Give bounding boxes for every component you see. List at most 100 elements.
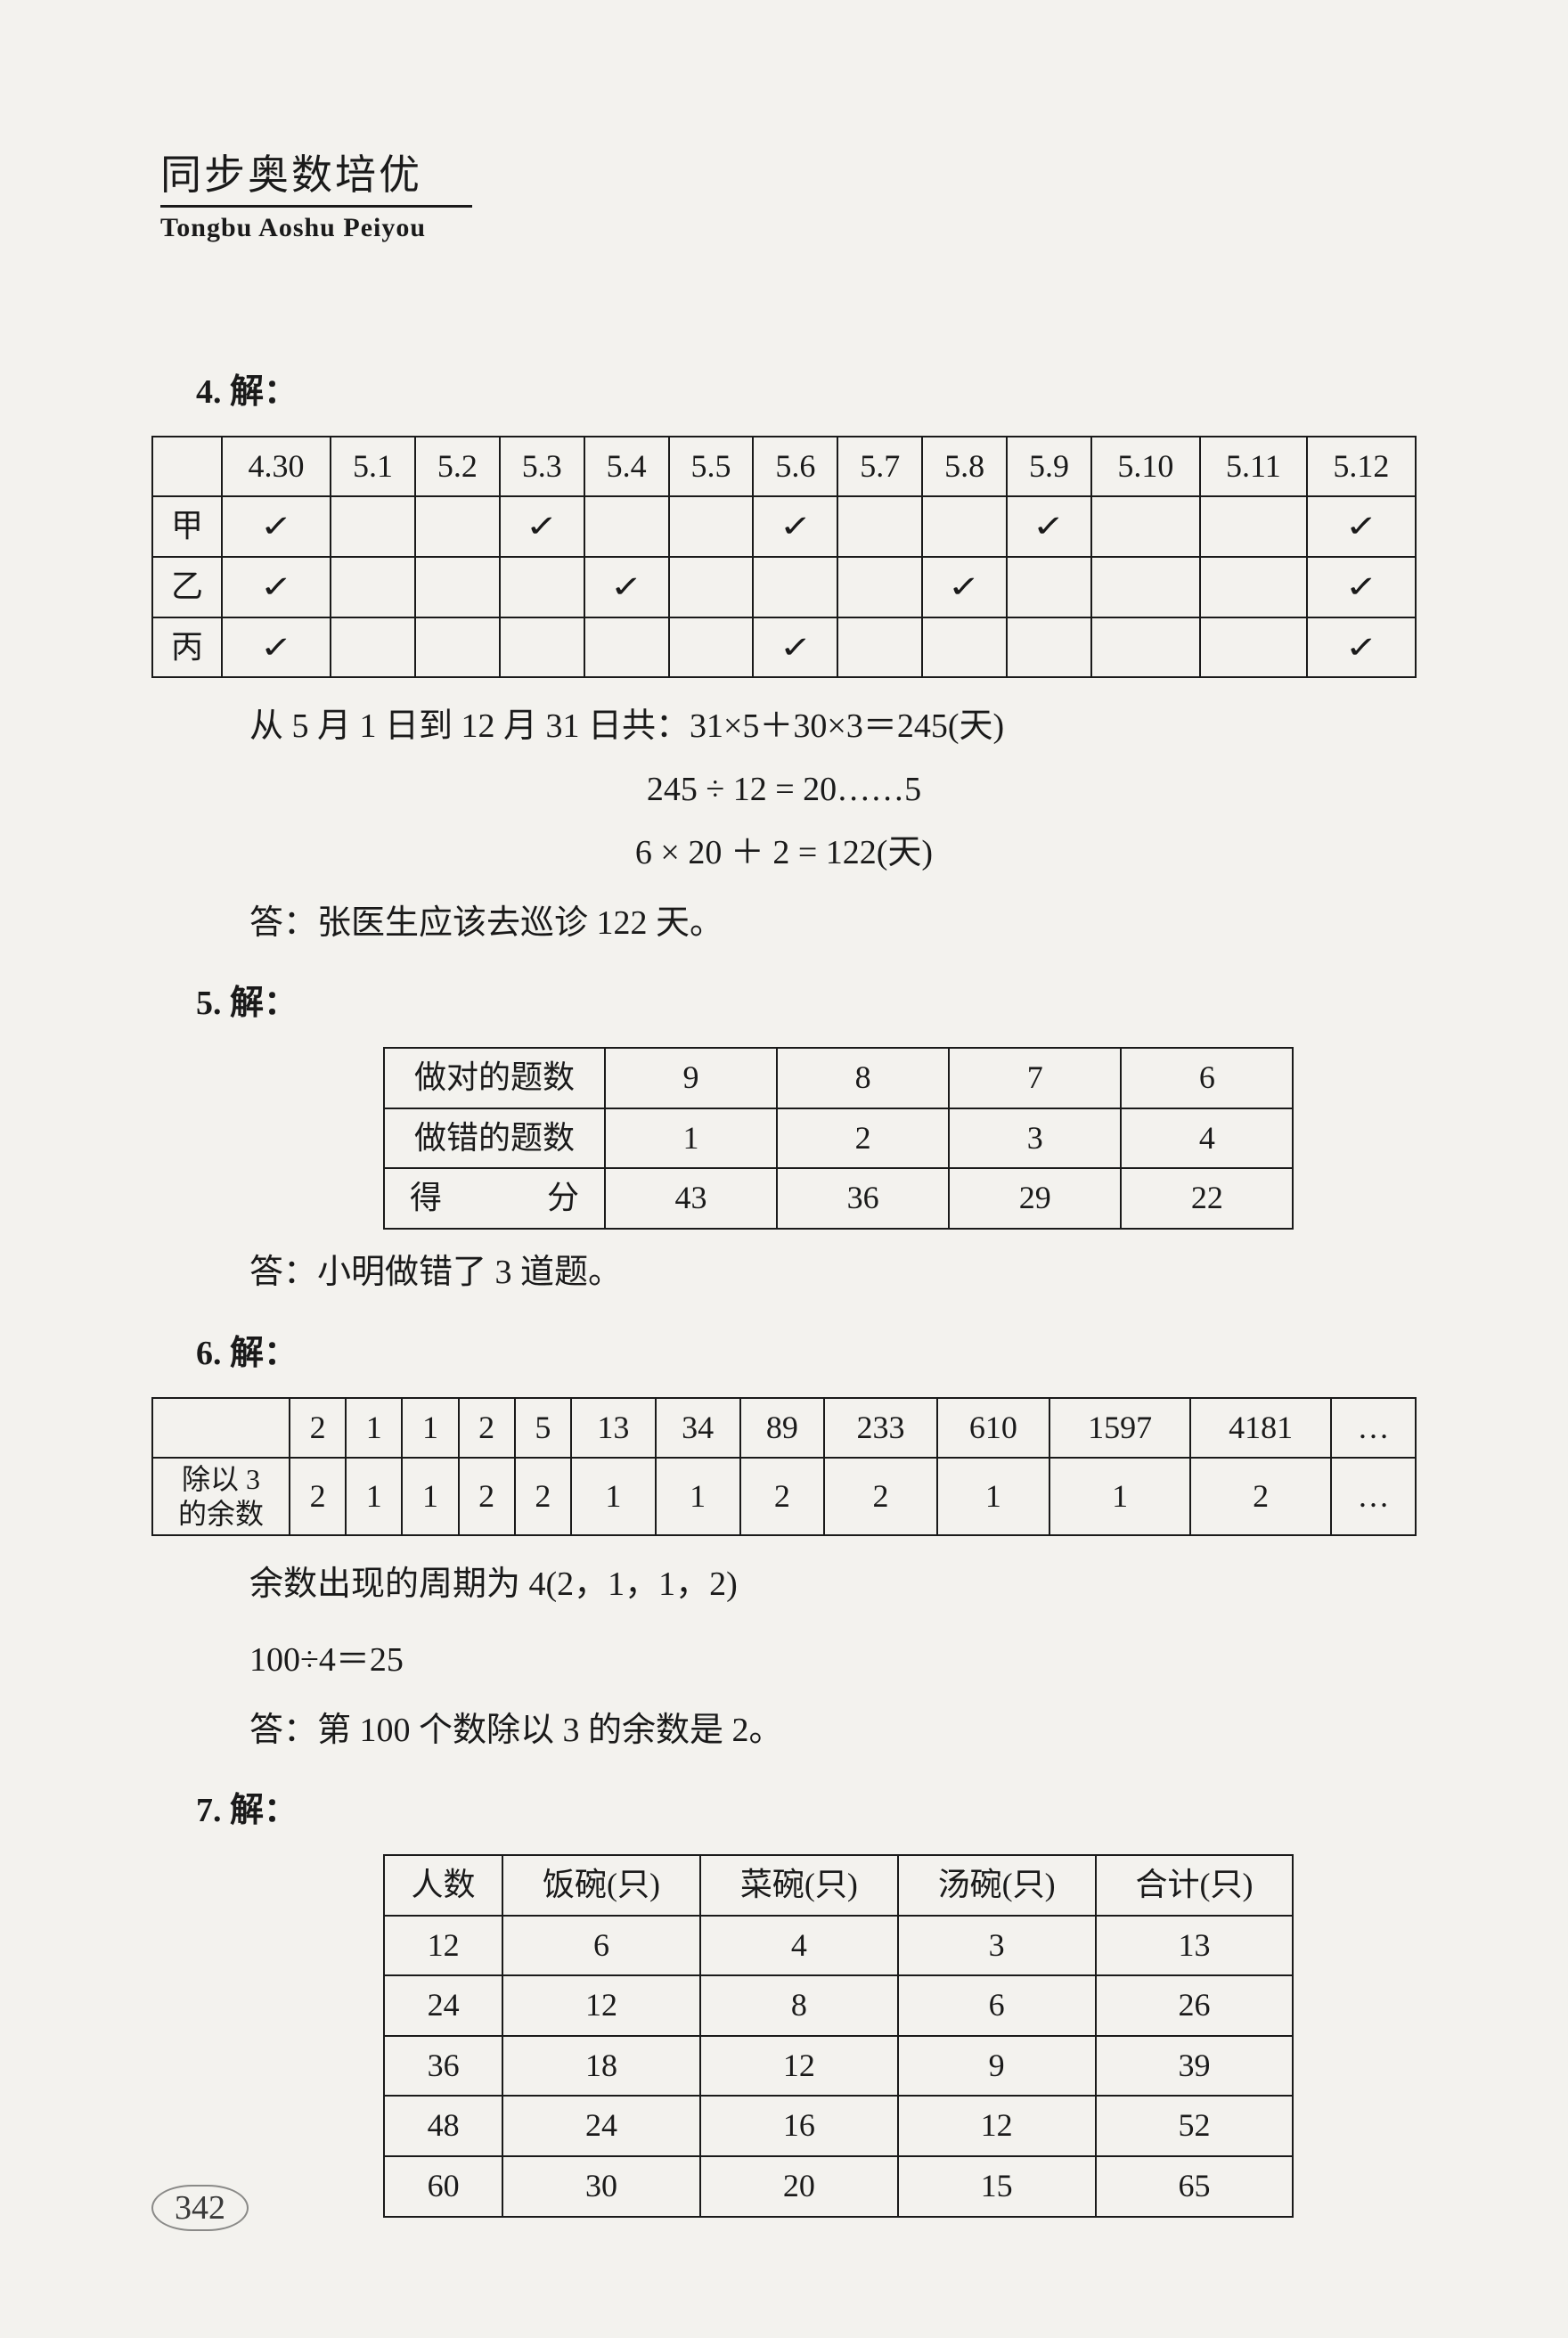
page-number: 342	[151, 2185, 249, 2231]
check-icon: ✓	[610, 573, 643, 603]
t5-cell: 22	[1121, 1168, 1293, 1229]
t6-row1-label	[152, 1398, 290, 1459]
t4-cell	[922, 617, 1007, 678]
section-7-table: 人数饭碗(只)菜碗(只)汤碗(只)合计(只)126431324128626361…	[383, 1854, 1294, 2218]
check-icon: ✓	[1344, 573, 1377, 603]
section-6-label: 6. 解：	[196, 1327, 1417, 1381]
t5-cell: 9	[605, 1048, 777, 1108]
t6-seq-cell: 1	[402, 1398, 458, 1459]
section-5-table: 做对的题数9876做错的题数1234得分43362922	[383, 1047, 1294, 1230]
t4-cell: ✓	[222, 557, 331, 617]
t7-cell: 13	[1096, 1916, 1294, 1976]
t5-cell: 43	[605, 1168, 777, 1229]
header-title-cn: 同步奥数培优	[160, 143, 472, 201]
t7-cell: 16	[700, 2096, 898, 2156]
t5-cell: 6	[1121, 1048, 1293, 1108]
t6-seq-cell: 233	[824, 1398, 936, 1459]
t4-cell	[1007, 617, 1091, 678]
t4-cell	[1200, 617, 1307, 678]
t4-cell	[837, 496, 922, 557]
t7-cell: 3	[898, 1916, 1096, 1976]
page: 同步奥数培优 Tongbu Aoshu Peiyou 4. 解： 4.305.1…	[0, 0, 1568, 2338]
header-rule	[160, 205, 472, 208]
t4-cell	[922, 496, 1007, 557]
t4-cell	[669, 617, 754, 678]
check-icon: ✓	[526, 512, 559, 543]
t6-rem-cell: 1	[656, 1458, 740, 1535]
header-title-en: Tongbu Aoshu Peiyou	[160, 213, 472, 243]
check-icon: ✓	[259, 634, 292, 664]
t4-cell: ✓	[500, 496, 584, 557]
t7-cell: 12	[502, 1975, 700, 2036]
t4-cell	[1007, 557, 1091, 617]
t4-col-header: 5.10	[1091, 437, 1200, 497]
t6-seq-cell: 1597	[1049, 1398, 1190, 1459]
section-6-line2: 100÷4＝25	[249, 1633, 1417, 1688]
t7-cell: 36	[384, 2036, 502, 2097]
t5-cell: 29	[949, 1168, 1121, 1229]
t7-cell: 12	[384, 1916, 502, 1976]
t4-cell	[415, 617, 500, 678]
section-4-label: 4. 解：	[196, 365, 1417, 420]
check-icon: ✓	[948, 573, 981, 603]
t7-cell: 6	[898, 1975, 1096, 2036]
t6-rem-cell: 2	[740, 1458, 825, 1535]
t7-cell: 65	[1096, 2156, 1294, 2217]
t5-cell: 4	[1121, 1108, 1293, 1169]
t7-cell: 20	[700, 2156, 898, 2217]
t4-cell	[584, 496, 669, 557]
t6-rem-cell: 2	[290, 1458, 346, 1535]
t7-cell: 18	[502, 2036, 700, 2097]
t7-cell: 48	[384, 2096, 502, 2156]
t4-cell	[837, 617, 922, 678]
t7-col-header: 合计(只)	[1096, 1855, 1294, 1916]
t4-cell: ✓	[222, 617, 331, 678]
page-content: 4. 解： 4.305.15.25.35.45.55.65.75.85.95.1…	[151, 365, 1417, 2218]
t6-seq-cell: 89	[740, 1398, 825, 1459]
t6-rem-cell: 2	[1190, 1458, 1331, 1535]
t6-rem-cell: …	[1331, 1458, 1416, 1535]
t7-cell: 24	[384, 1975, 502, 2036]
t4-col-header: 5.11	[1200, 437, 1307, 497]
check-icon: ✓	[779, 512, 812, 543]
t5-cell: 8	[777, 1048, 949, 1108]
t4-col-header: 5.6	[753, 437, 837, 497]
t5-row-label: 得分	[384, 1168, 605, 1229]
t4-row-label: 乙	[152, 557, 222, 617]
t4-cell: ✓	[1307, 617, 1416, 678]
t6-rem-cell: 2	[459, 1458, 515, 1535]
t5-cell: 36	[777, 1168, 949, 1229]
t4-cell	[415, 496, 500, 557]
t7-cell: 12	[898, 2096, 1096, 2156]
t7-col-header: 饭碗(只)	[502, 1855, 700, 1916]
t6-seq-cell: 4181	[1190, 1398, 1331, 1459]
t4-col-header: 5.1	[331, 437, 415, 497]
t4-cell: ✓	[1307, 557, 1416, 617]
t5-cell: 1	[605, 1108, 777, 1169]
check-icon: ✓	[259, 512, 292, 543]
t7-cell: 12	[700, 2036, 898, 2097]
t4-cell	[1091, 496, 1200, 557]
t7-cell: 8	[700, 1975, 898, 2036]
section-5-answer: 答：小明做错了 3 道题。	[249, 1246, 1417, 1300]
t4-row-label: 甲	[152, 496, 222, 557]
t6-seq-cell: 13	[571, 1398, 656, 1459]
t6-rem-cell: 1	[571, 1458, 656, 1535]
page-header: 同步奥数培优 Tongbu Aoshu Peiyou	[160, 143, 472, 243]
t4-col-header: 5.3	[500, 437, 584, 497]
t6-rem-cell: 1	[346, 1458, 402, 1535]
t4-col-header: 5.5	[669, 437, 754, 497]
t4-cell	[1091, 557, 1200, 617]
section-4-math1: 245 ÷ 12 = 20……5	[151, 763, 1417, 817]
t6-rem-cell: 1	[937, 1458, 1049, 1535]
t7-cell: 39	[1096, 2036, 1294, 2097]
t7-cell: 52	[1096, 2096, 1294, 2156]
t6-seq-cell: …	[1331, 1398, 1416, 1459]
t6-seq-cell: 1	[346, 1398, 402, 1459]
t4-cell	[837, 557, 922, 617]
t7-cell: 24	[502, 2096, 700, 2156]
page-number-value: 342	[151, 2185, 249, 2231]
t4-header-blank	[152, 437, 222, 497]
t4-col-header: 5.9	[1007, 437, 1091, 497]
section-6-table: 2112513348923361015974181…除以 3的余数2112211…	[151, 1397, 1417, 1536]
